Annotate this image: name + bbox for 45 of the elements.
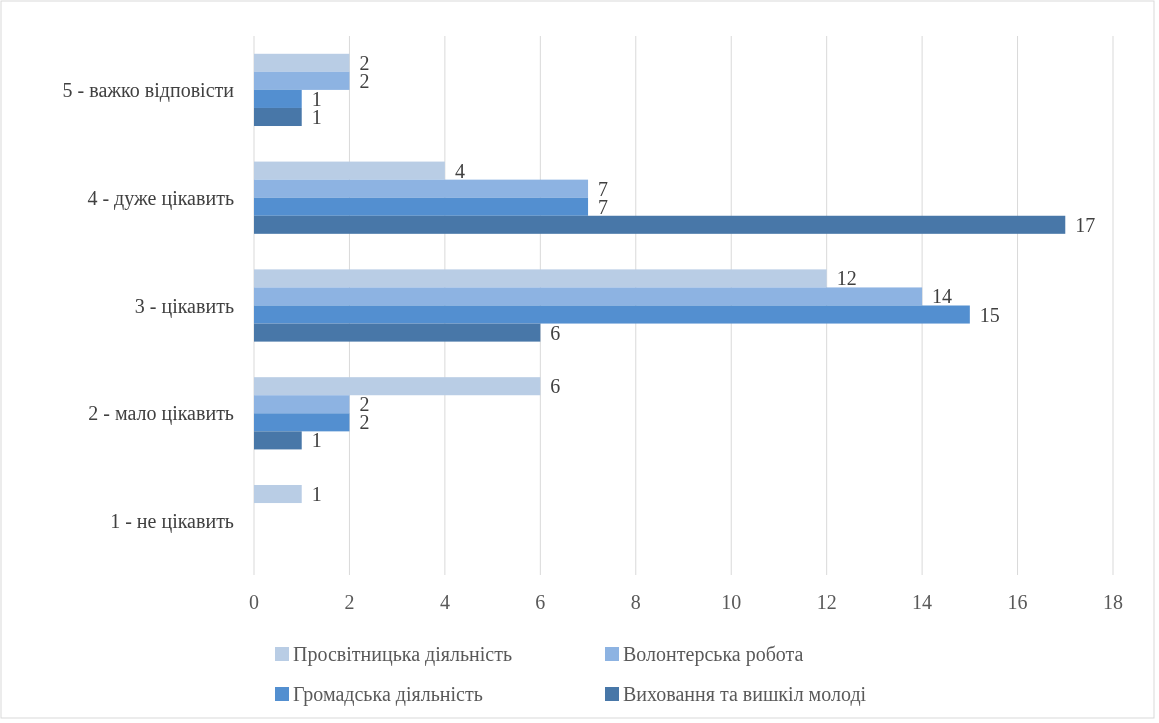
data-label: 17 [1075, 213, 1096, 236]
y-tick-label: 5 - важко відповісти [62, 78, 235, 102]
bar [254, 484, 302, 504]
x-tick-label: 0 [249, 591, 259, 613]
x-tick-label: 6 [535, 591, 546, 613]
data-label: 4 [454, 159, 465, 182]
bar [254, 377, 541, 396]
bar [254, 395, 350, 414]
data-label: 12 [836, 267, 857, 290]
bar [254, 431, 302, 450]
bar [254, 413, 350, 432]
bar [254, 323, 541, 342]
x-tick-label: 10 [721, 591, 742, 613]
bar [254, 179, 589, 198]
data-label: 14 [932, 285, 953, 308]
x-tick-label: 18 [1103, 591, 1123, 613]
legend-label: Просвітницька діяльність [293, 643, 513, 666]
bar [254, 161, 445, 180]
x-tick-label: 2 [344, 591, 355, 613]
y-tick-label: 2 - мало цікавить [88, 402, 234, 426]
x-tick-label: 14 [912, 591, 933, 613]
bar [254, 107, 302, 127]
data-label: 15 [979, 303, 1000, 326]
y-tick-label: 3 - цікавить [134, 294, 234, 318]
bar [254, 269, 827, 288]
x-tick-label: 12 [816, 591, 837, 613]
y-tick-label: 1 - не цікавить [110, 510, 234, 534]
bar [254, 53, 350, 72]
data-label: 6 [550, 375, 561, 398]
legend-label: Громадська діяльність [293, 683, 483, 706]
bar [254, 89, 302, 108]
bar [254, 71, 350, 90]
x-tick-label: 8 [630, 591, 641, 613]
legend-label: Виховання та вишкіл молоді [623, 683, 867, 706]
bar [254, 305, 970, 324]
bar [254, 197, 589, 216]
x-tick-label: 4 [439, 591, 450, 613]
data-label: 1 [311, 483, 322, 506]
bar [254, 287, 923, 306]
legend-label: Волонтерська робота [623, 643, 804, 666]
bar [254, 215, 1066, 234]
data-label: 1 [311, 429, 322, 452]
y-tick-label: 4 - дуже цікавить [87, 186, 234, 210]
x-tick-label: 16 [1007, 591, 1028, 613]
data-label: 6 [550, 321, 561, 344]
